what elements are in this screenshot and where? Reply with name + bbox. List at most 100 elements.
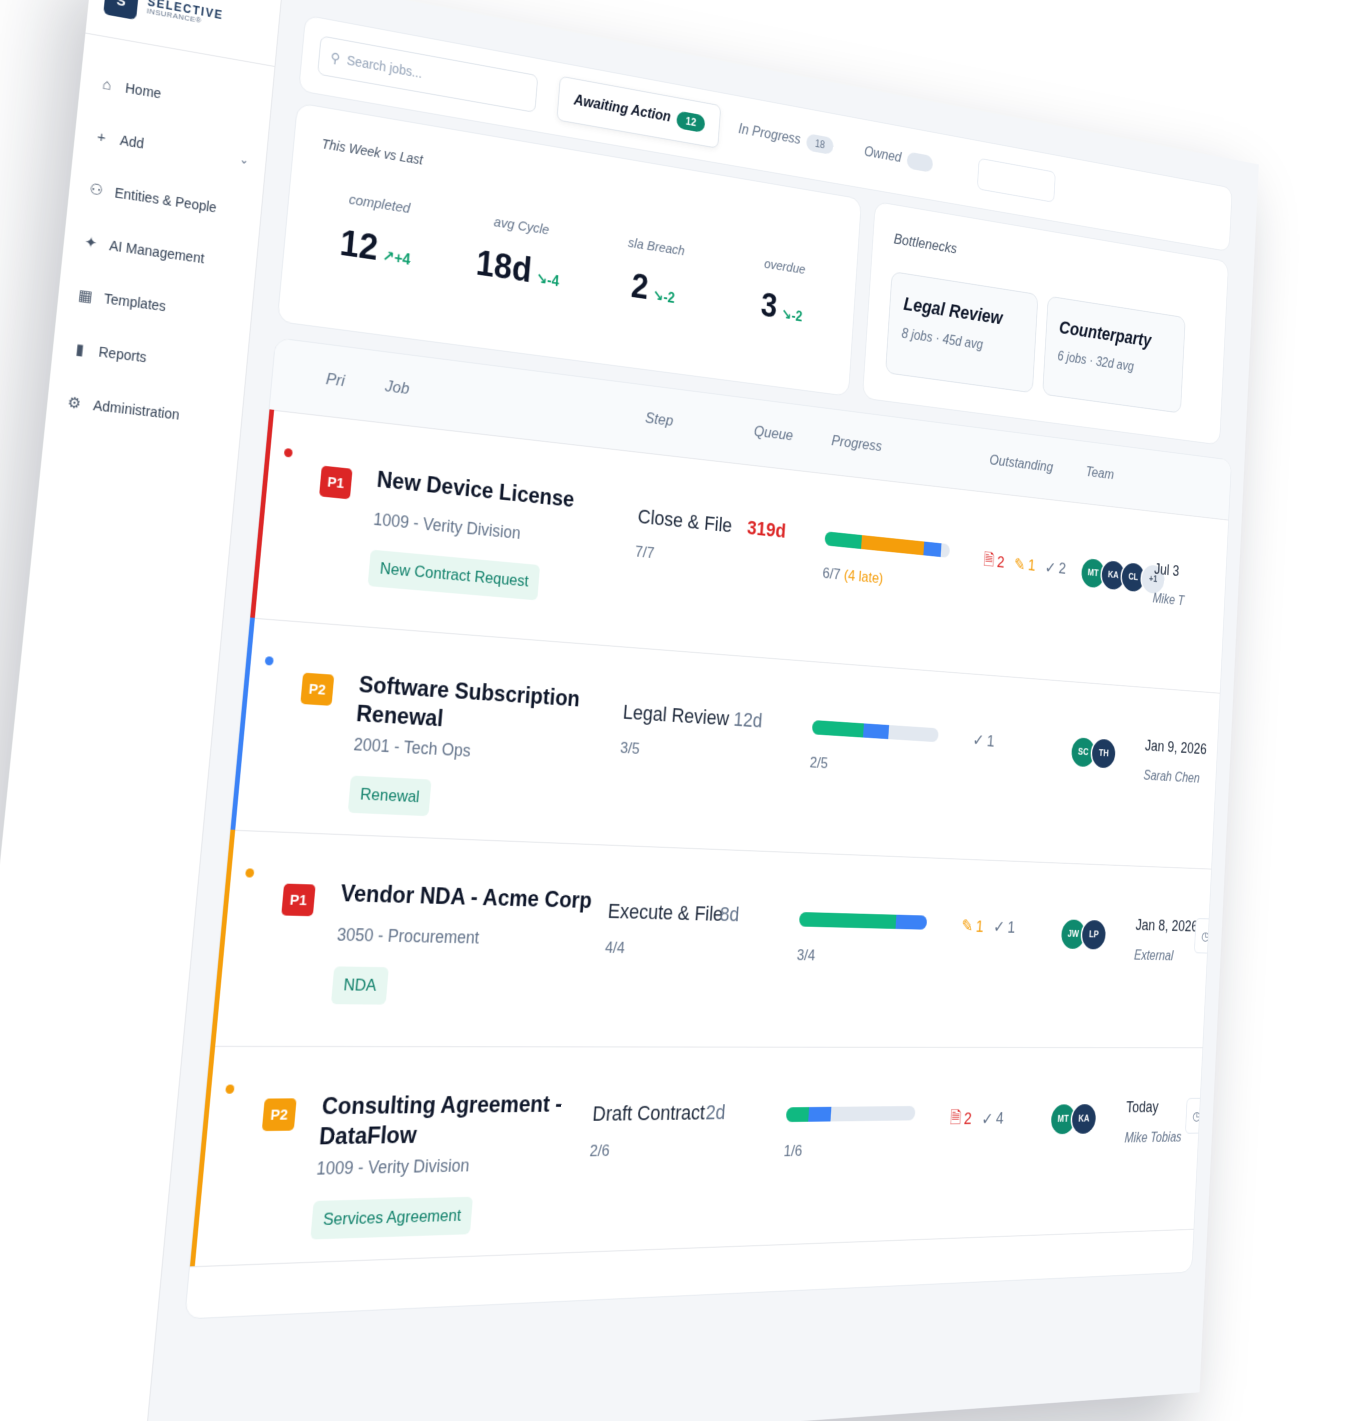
check-icon: ✓ — [981, 1109, 994, 1130]
column-header-step[interactable]: Step — [645, 409, 674, 430]
tab-awaiting-action[interactable]: Awaiting Action 12 — [556, 76, 721, 149]
filter-button[interactable] — [977, 158, 1056, 203]
stat-delta: ↗+4 — [382, 247, 411, 270]
column-header-outstanding[interactable]: Outstanding — [989, 452, 1054, 476]
job-title[interactable]: Software Subscription Renewal — [355, 671, 618, 744]
app-window: S SELECTIVE INSURANCE® ⌂ Home + Add ⌄ ⚇ … — [0, 0, 1259, 1421]
grid-icon: ▦ — [76, 286, 96, 306]
sidebar-nav: ⌂ Home + Add ⌄ ⚇ Entities & People ✦ AI … — [45, 54, 273, 448]
outstanding-approvals[interactable]: ✓ 1 — [972, 731, 995, 752]
progress-complete-segment — [812, 720, 864, 737]
stat-delta: ↘-2 — [781, 305, 803, 325]
queue-time: 2d — [705, 1101, 726, 1126]
advance-button[interactable]: ✓ — [1211, 1098, 1231, 1134]
tab-owned[interactable]: Owned — [850, 130, 947, 187]
due-date: Jan 9, 2026 — [1145, 737, 1208, 758]
table-row[interactable]: P1 Vendor NDA - Acme Corp 3050 - Procure… — [210, 830, 1211, 1049]
outstanding-count: 1 — [975, 917, 984, 936]
owner-name: Mike T — [1152, 592, 1184, 610]
priority-badge: P2 — [300, 673, 334, 706]
clock-icon[interactable]: ◷ — [1185, 1098, 1208, 1134]
outstanding-approvals[interactable]: ✓ 4 — [981, 1105, 1004, 1134]
sidebar-item-label: Home — [125, 80, 162, 101]
stat-sla-breach: sla Breach 2 ↘-2 — [587, 230, 720, 318]
logo-mark: S — [103, 0, 139, 20]
queue-time: 8d — [719, 902, 740, 926]
outstanding-approvals[interactable]: ✓ 2 — [1044, 554, 1066, 583]
outstanding-count: 1 — [986, 732, 995, 751]
brand-logo[interactable]: S SELECTIVE INSURANCE® — [103, 0, 224, 35]
outstanding-count: 1 — [1027, 557, 1035, 576]
avatar[interactable]: TH — [1090, 737, 1117, 771]
sidebar-item-label: Templates — [103, 290, 166, 314]
stat-overdue: overdue 3 ↘-2 — [719, 250, 845, 336]
step-name: Legal Review — [622, 700, 730, 731]
job-type-tag: Services Agreement — [310, 1197, 473, 1240]
team-avatars: JW LP — [1059, 918, 1107, 952]
outstanding-edits[interactable]: ✎ 1 — [961, 917, 984, 938]
progress-late-segment — [861, 535, 924, 555]
check-icon: ✓ — [972, 731, 985, 752]
outstanding-documents[interactable]: 🗎 2 — [949, 1105, 972, 1134]
outstanding-count: 4 — [995, 1109, 1004, 1129]
bottleneck-meta: 8 jobs · 45d avg — [901, 327, 1022, 360]
job-title[interactable]: New Device License — [376, 466, 633, 521]
jobs-table: Pri Job Step Queue Progress Outstanding … — [184, 337, 1232, 1319]
row-actions: ◷ ✓ — [1185, 1098, 1232, 1134]
sidebar-item-label: Reports — [98, 344, 147, 366]
priority-badge: P1 — [281, 884, 315, 917]
due-date: Jan 8, 2026 — [1135, 916, 1198, 935]
bottleneck-legal-review[interactable]: Legal Review 8 jobs · 45d avg — [885, 271, 1038, 393]
table-row[interactable]: P2 Consulting Agreement - DataFlow 1009 … — [190, 1046, 1203, 1267]
bottleneck-name: Legal Review — [903, 293, 1024, 333]
bottleneck-counterparty[interactable]: Counterparty 6 jobs · 32d avg — [1042, 296, 1185, 414]
advance-button[interactable]: ✓ — [1220, 919, 1232, 954]
search-input[interactable]: ⚲ Search jobs... — [317, 35, 538, 113]
row-status-dot — [284, 448, 293, 458]
outstanding-items: ✓ 1 — [972, 731, 995, 752]
chevron-down-icon[interactable]: ⌄ — [239, 152, 250, 167]
outstanding-documents[interactable]: 🗎 2 — [983, 548, 1006, 577]
tab-count-badge: 12 — [676, 111, 705, 133]
tab-label: Awaiting Action — [573, 93, 671, 126]
step-fraction: 3/5 — [620, 739, 641, 759]
row-priority-stripe — [190, 1046, 215, 1266]
progress-active-segment — [895, 915, 927, 930]
team-avatars: SC TH — [1069, 735, 1117, 770]
home-icon: ⌂ — [97, 75, 116, 94]
job-type-tag: NDA — [331, 966, 389, 1004]
column-header-job[interactable]: Job — [384, 377, 410, 399]
progress-count: 3/4 — [796, 946, 815, 964]
step-fraction: 2/6 — [589, 1142, 610, 1162]
tab-in-progress[interactable]: In Progress 18 — [723, 106, 848, 169]
column-header-pri[interactable]: Pri — [325, 370, 345, 391]
column-header-team[interactable]: Team — [1085, 463, 1114, 483]
row-status-dot — [225, 1085, 234, 1094]
clock-icon[interactable]: ◷ — [1194, 918, 1217, 954]
row-status-dot — [265, 656, 274, 665]
column-header-queue[interactable]: Queue — [753, 423, 793, 445]
outstanding-count: 2 — [996, 553, 1005, 572]
job-title[interactable]: Consulting Agreement - DataFlow — [318, 1090, 588, 1152]
outstanding-items: 🗎 2 ✓ 4 — [949, 1105, 1004, 1134]
avatar[interactable]: LP — [1080, 918, 1108, 951]
progress-bar — [799, 912, 927, 930]
step-fraction: 4/4 — [604, 939, 625, 958]
column-header-progress[interactable]: Progress — [831, 432, 883, 455]
check-icon: ✓ — [993, 917, 1005, 937]
avatar[interactable]: KA — [1070, 1102, 1098, 1135]
progress-text: 1/6 — [783, 1142, 803, 1161]
people-icon: ⚇ — [87, 180, 106, 200]
step-name: Draft Contract — [592, 1101, 706, 1127]
job-title[interactable]: Vendor NDA - Acme Corp — [339, 879, 603, 915]
job-type-tag: Renewal — [348, 776, 432, 817]
owner-name: Mike Tobias — [1124, 1130, 1182, 1146]
outstanding-count: 2 — [1058, 560, 1066, 579]
due-date: Today — [1126, 1098, 1159, 1116]
sidebar-item-label: Add — [119, 132, 145, 151]
outstanding-edits[interactable]: ✎ 1 — [1013, 551, 1036, 580]
stat-completed: completed 12 ↗+4 — [302, 185, 450, 279]
search-placeholder: Search jobs... — [346, 53, 423, 81]
progress-bar — [812, 720, 939, 742]
outstanding-approvals[interactable]: ✓ 1 — [993, 917, 1016, 938]
